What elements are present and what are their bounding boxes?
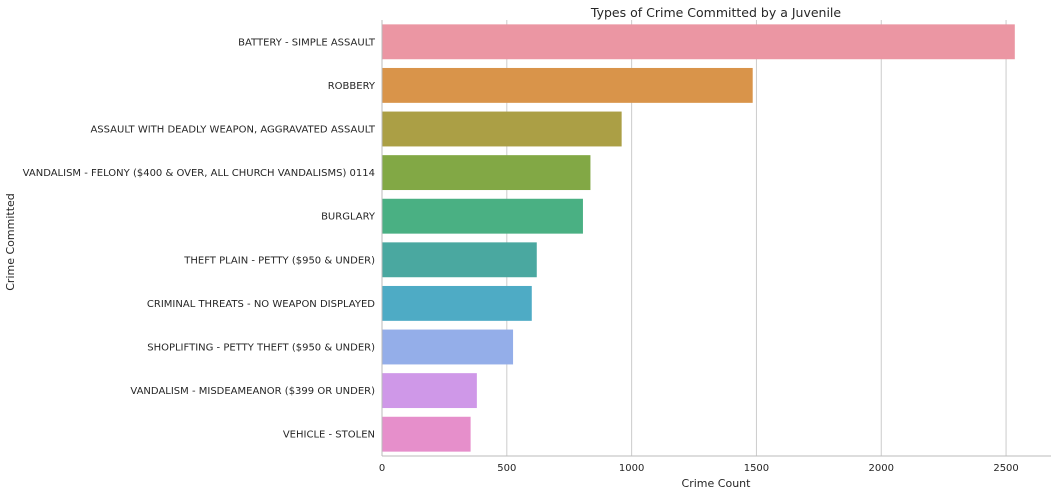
y-tick-label: VANDALISM - MISDEAMEANOR ($399 OR UNDER) <box>130 386 375 397</box>
x-tick-label: 1500 <box>744 463 769 474</box>
bar <box>382 329 514 365</box>
x-tick-label: 2500 <box>993 463 1018 474</box>
bar <box>382 416 471 452</box>
y-tick-label: CRIMINAL THREATS - NO WEAPON DISPLAYED <box>147 299 375 310</box>
y-tick-label: BATTERY - SIMPLE ASSAULT <box>238 37 376 48</box>
bar <box>382 155 591 191</box>
bar <box>382 67 753 103</box>
x-tick-label: 0 <box>379 463 385 474</box>
y-tick-label: VEHICLE - STOLEN <box>283 430 375 441</box>
x-tick-label: 500 <box>497 463 516 474</box>
y-tick-labels: BATTERY - SIMPLE ASSAULT ROBBERY ASSAULT W… <box>23 37 376 440</box>
y-tick-label: THEFT PLAIN - PETTY ($950 & UNDER) <box>183 255 375 266</box>
y-tick-label: SHOPLIFTING - PETTY THEFT ($950 & UNDER) <box>147 343 375 354</box>
bar <box>382 285 532 321</box>
y-tick-label: VANDALISM - FELONY ($400 & OVER, ALL CHU… <box>23 168 375 179</box>
y-tick-label: ROBBERY <box>328 81 376 92</box>
y-tick-label: ASSAULT WITH DEADLY WEAPON, AGGRAVATED A… <box>90 125 375 136</box>
bar <box>382 24 1015 60</box>
chart-title: Types of Crime Committed by a Juvenile <box>590 5 842 20</box>
y-tick-label: BURGLARY <box>321 212 376 223</box>
x-axis-label: Crime Count <box>682 477 752 490</box>
bars <box>382 24 1015 452</box>
bar <box>382 373 477 409</box>
x-tick-label: 2000 <box>869 463 894 474</box>
bar <box>382 111 622 147</box>
x-tick-labels: 0 500 1000 1500 2000 2500 <box>379 463 1019 474</box>
y-axis-label: Crime Committed <box>4 193 17 291</box>
x-tick-label: 1000 <box>619 463 644 474</box>
bar <box>382 242 537 278</box>
bar <box>382 198 583 234</box>
